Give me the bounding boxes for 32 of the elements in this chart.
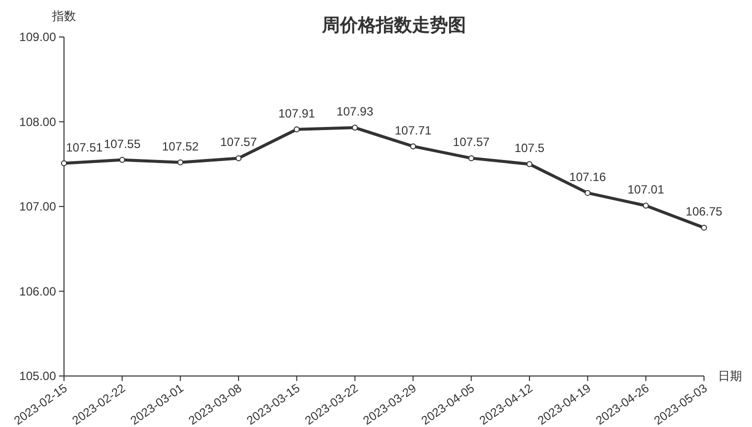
point xyxy=(61,160,67,166)
y-tick-label: 106.00 xyxy=(19,284,56,298)
point xyxy=(410,143,416,150)
data-label: 107.91 xyxy=(278,106,316,120)
data-label: 107.57 xyxy=(220,135,258,150)
y-tick-label: 105.00 xyxy=(19,369,56,383)
point xyxy=(701,224,707,231)
data-label: 107.16 xyxy=(569,170,606,184)
y-tick-label: 107.00 xyxy=(19,200,56,214)
point xyxy=(468,155,474,162)
data-label: 107.51 xyxy=(66,140,104,154)
point xyxy=(294,126,300,132)
y-tick-label: 109.00 xyxy=(19,30,56,44)
data-label: 107.57 xyxy=(452,135,490,150)
x-axis-title: 日期 xyxy=(718,369,742,383)
y-axis-title: 指数 xyxy=(51,9,76,23)
data-label: 107.01 xyxy=(627,182,664,197)
point xyxy=(119,156,126,163)
y-tick-label: 108.00 xyxy=(19,114,56,129)
data-label: 107.93 xyxy=(336,104,374,119)
point xyxy=(352,124,358,131)
data-label: 107.5 xyxy=(514,141,545,156)
point xyxy=(642,202,649,209)
data-label: 107.52 xyxy=(162,139,200,154)
data-label: 106.75 xyxy=(686,204,723,219)
data-label: 107.55 xyxy=(104,136,141,151)
data-label: 107.71 xyxy=(394,123,432,138)
point xyxy=(584,190,591,196)
point xyxy=(177,159,184,166)
chart-title: 周价格指数走势图 xyxy=(321,15,466,35)
point xyxy=(236,155,242,162)
point xyxy=(526,161,532,168)
